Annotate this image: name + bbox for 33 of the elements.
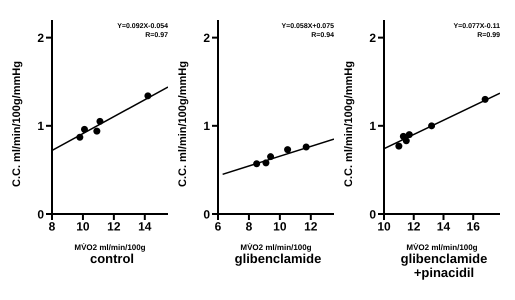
x-tick-label: 14 bbox=[436, 220, 450, 234]
text: glibenclamide bbox=[234, 251, 322, 266]
y-tick-label: 2 bbox=[203, 30, 210, 45]
x-tick-label: 10 bbox=[273, 220, 287, 234]
y-tick-label: 0 bbox=[369, 207, 376, 222]
y-tick-label: 1 bbox=[37, 119, 44, 134]
x-axis-title: MV̇O2 ml/min/100g bbox=[74, 242, 146, 252]
y-tick-label: 1 bbox=[369, 119, 376, 134]
x-tick-label: 12 bbox=[107, 220, 121, 234]
text: glibenclamide +pinacidil bbox=[400, 251, 488, 280]
x-tick-label: 8 bbox=[48, 220, 56, 234]
point bbox=[395, 142, 402, 150]
x-tick-label: 10 bbox=[377, 220, 391, 234]
y-axis-title: C.C. ml/min/100g/mmHg bbox=[342, 61, 355, 187]
text: control bbox=[88, 251, 134, 266]
x-tick-label: 14 bbox=[138, 220, 152, 234]
x-tick-label: 12 bbox=[407, 220, 421, 234]
y-tick-label: 0 bbox=[203, 207, 210, 222]
y-tick-label: 2 bbox=[369, 30, 376, 45]
y-tick-label: 2 bbox=[37, 30, 44, 45]
y-axis-title: C.C. ml/min/100g/mmHg bbox=[176, 61, 189, 187]
x-tick-label: 10 bbox=[76, 220, 90, 234]
point bbox=[93, 128, 100, 135]
x-tick-label: 16 bbox=[466, 220, 480, 234]
x-tick-label: 8 bbox=[246, 220, 253, 234]
point bbox=[284, 146, 292, 154]
y-axis-title: C.C. ml/min/100g/mmHg bbox=[10, 61, 23, 187]
x-axis-title: MV̇O2 ml/min/100g bbox=[240, 242, 312, 252]
x-axis-title: MV̇O2 ml/min/100g bbox=[406, 242, 478, 252]
y-tick-label: 1 bbox=[203, 119, 210, 134]
y-tick-label: 0 bbox=[37, 207, 44, 222]
x-tick-label: 12 bbox=[304, 220, 318, 234]
x-tick-label: 6 bbox=[214, 220, 222, 234]
